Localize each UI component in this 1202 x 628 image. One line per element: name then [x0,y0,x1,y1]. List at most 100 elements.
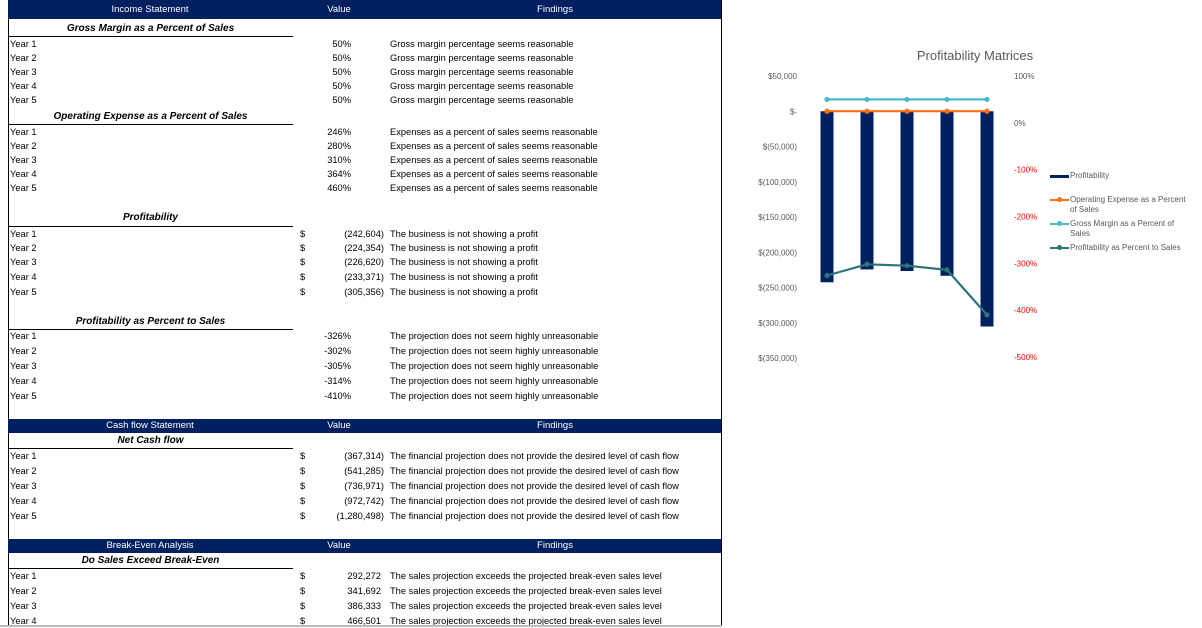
table-row[interactable]: Year 1 $ 292,272 The sales projection ex… [8,569,721,583]
row-value: -326% [324,331,351,341]
table-row[interactable]: Year 4 $ 466,501 The sales projection ex… [8,614,721,628]
row-value: 50% [332,67,351,77]
table-row[interactable]: Year 1 $ (242,604) The business is not s… [8,227,721,241]
spreadsheet-report: Income Statement Value Findings Gross Ma… [0,0,722,627]
header-section-title: Break-Even Analysis [106,540,194,551]
row-value: 50% [332,95,351,105]
data-point-marker[interactable] [984,96,990,103]
data-point-marker[interactable] [824,108,830,114]
table-row[interactable]: Year 2 $ (541,285) The financial project… [8,464,721,478]
row-value: (226,620) [344,257,384,267]
secondary-axis-tick-label: -200% [1014,213,1037,222]
section-underline [8,226,293,227]
row-finding: The projection does not seem highly unre… [390,346,599,356]
row-label: Year 2 [10,586,37,596]
table-row[interactable]: Year 4 $ (233,371) The business is not s… [8,270,721,284]
table-row[interactable]: Year 5 $ (1,280,498) The financial proje… [8,509,721,523]
table-row[interactable]: Year 4 $ (972,742) The financial project… [8,494,721,508]
row-label: Year 1 [10,331,37,341]
data-point-marker[interactable] [944,108,950,114]
data-point-marker[interactable] [824,96,830,103]
row-value: -305% [324,361,351,371]
data-point-marker[interactable] [984,312,990,318]
row-finding: The financial projection does not provid… [390,481,679,491]
table-row[interactable]: Year 5 -410% The projection does not see… [8,389,721,403]
row-value: (736,971) [344,481,384,491]
table-row[interactable]: Year 4 50% Gross margin percentage seems… [8,79,721,93]
table-row[interactable]: Year 3 -305% The projection does not see… [8,359,721,373]
row-label: Year 5 [10,287,37,297]
legend-marker-dot-icon [1057,221,1062,226]
data-point-marker[interactable] [904,96,910,103]
table-row[interactable]: Year 5 $ (305,356) The business is not s… [8,285,721,299]
table-row[interactable]: Year 2 $ 341,692 The sales projection ex… [8,584,721,598]
data-point-marker[interactable] [864,108,870,114]
operating-expense-title: Operating Expense as a Percent of Sales [53,111,248,122]
row-finding: The financial projection does not provid… [390,451,679,461]
profitability-chart[interactable]: $50,000 $- $(50,000) $(100,000) $(150,000) $(… [722,0,1202,627]
data-point-marker[interactable] [904,108,910,114]
table-row[interactable]: Year 3 $ 386,333 The sales projection ex… [8,599,721,613]
header-value: Value [327,420,351,431]
row-value: (224,354) [344,243,384,253]
row-label: Year 2 [10,53,37,63]
legend-label: Operating Expense as a Percent of Sales [1070,195,1186,214]
row-finding: Gross margin percentage seems reasonable [390,81,574,91]
primary-axis-tick-label: $50,000 [768,72,797,81]
profitability-bar[interactable] [980,111,994,327]
profitability-bar[interactable] [860,111,874,270]
table-row[interactable]: Year 1 246% Expenses as a percent of sal… [8,125,721,139]
row-finding: Gross margin percentage seems reasonable [390,95,574,105]
table-row[interactable]: Year 3 310% Expenses as a percent of sal… [8,153,721,167]
series-line[interactable] [826,263,988,316]
table-row[interactable]: Year 3 50% Gross margin percentage seems… [8,65,721,79]
table-row[interactable]: Year 5 460% Expenses as a percent of sal… [8,181,721,195]
row-finding: Gross margin percentage seems reasonable [390,39,574,49]
table-row[interactable]: Year 3 $ (736,971) The financial project… [8,479,721,493]
table-row[interactable]: Year 2 50% Gross margin percentage seems… [8,51,721,65]
row-value: (305,356) [344,287,384,297]
table-row[interactable]: Year 2 -302% The projection does not see… [8,344,721,358]
table-row[interactable]: Year 2 $ (224,354) The business is not s… [8,241,721,255]
chart-title: Profitability Matrices [916,48,1034,63]
table-row[interactable]: Year 3 $ (226,620) The business is not s… [8,255,721,269]
break-even-header: Break-Even Analysis Value Findings [8,539,721,553]
table-row[interactable]: Year 4 -314% The projection does not see… [8,374,721,388]
currency-symbol: $ [300,616,306,626]
table-row[interactable]: Year 1 50% Gross margin percentage seems… [8,37,721,51]
table-row[interactable]: Year 1 -326% The projection does not see… [8,329,721,343]
row-finding: The sales projection exceeds the project… [390,601,662,611]
row-value: 310% [327,155,351,165]
data-point-marker[interactable] [944,96,950,103]
profitability-bar[interactable] [940,111,954,276]
currency-symbol: $ [300,481,306,491]
profitability-title: Profitability [122,212,178,223]
row-label: Year 4 [10,272,37,282]
data-point-marker[interactable] [984,108,990,114]
section-underline [8,36,293,37]
data-point-marker[interactable] [904,263,910,269]
secondary-axis-tick-label: 0% [1014,119,1026,128]
data-point-marker[interactable] [864,96,870,103]
header-findings: Findings [537,420,573,431]
data-point-marker[interactable] [824,272,830,279]
row-value: (972,742) [344,496,384,506]
row-label: Year 4 [10,616,37,626]
profitability-bar[interactable] [820,111,834,283]
table-row[interactable]: Year 4 364% Expenses as a percent of sal… [8,167,721,181]
table-row[interactable]: Year 2 280% Expenses as a percent of sal… [8,139,721,153]
table-row[interactable]: Year 1 $ (367,314) The financial project… [8,449,721,463]
data-point-marker[interactable] [944,267,950,273]
section-underline [8,568,293,569]
secondary-axis-tick-label: -500% [1014,353,1037,362]
row-finding: Expenses as a percent of sales seems rea… [390,155,598,165]
profitability-bar[interactable] [900,111,914,272]
row-finding: The projection does not seem highly unre… [390,361,599,371]
table-row[interactable]: Year 5 50% Gross margin percentage seems… [8,93,721,107]
primary-axis-tick-label: $(250,000) [758,284,797,293]
header-value: Value [327,4,351,15]
row-label: Year 2 [10,243,37,253]
data-point-marker[interactable] [864,261,870,267]
row-label: Year 4 [10,169,37,179]
row-finding: The financial projection does not provid… [390,496,679,506]
